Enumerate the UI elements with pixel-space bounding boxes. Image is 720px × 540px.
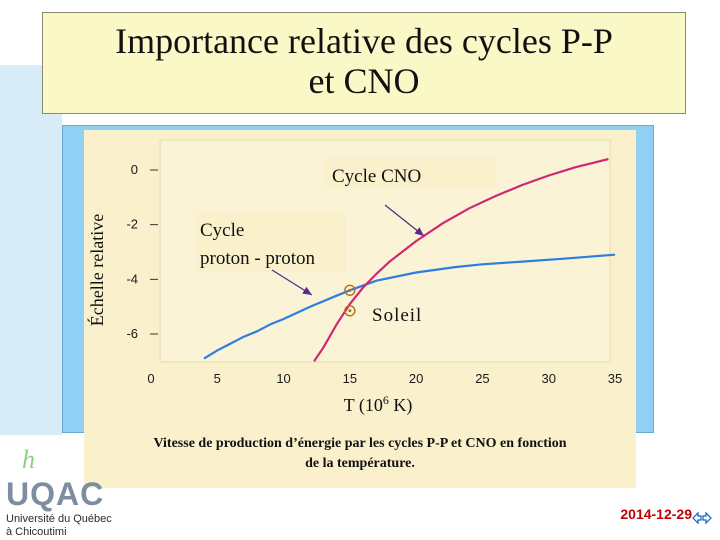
sun-marker-dot-1 [348,288,352,292]
x-tick-label: 30 [541,371,555,386]
logo-line-2: à Chicoutimi [6,526,67,538]
pp-arrow-head [302,286,312,295]
x-tick-label: 15 [343,371,357,386]
x-tick-label: 25 [475,371,489,386]
sun-marker-1 [344,284,356,296]
caption-line-1: Vitesse de production d’énergie par les … [153,436,567,451]
caption-line-2: de la température. [305,456,415,471]
side-mark: h [22,445,35,474]
slide-date: 2014-12-29 [620,506,692,522]
x-tick-label: 0 [147,371,154,386]
y-tick-label: 0 [131,162,138,177]
sun-marker-2 [344,305,356,317]
cno-cycle-line [313,158,609,362]
figure-caption: Vitesse de production d’énergie par les … [84,432,636,478]
slide-title: Importance relative des cycles P-P et CN… [42,12,686,114]
sun-marker-dot-2 [348,309,352,313]
x-tick-label: 35 [608,371,622,386]
navigation-arrows-icon[interactable] [692,508,712,528]
cno-arrow-head [414,227,424,236]
y-tick-label: -2 [126,217,138,232]
x-tick-label: 10 [276,371,290,386]
title-line-2: et CNO [308,61,420,101]
pp-label-line-1: Cycle [200,220,244,241]
x-tick-label: 5 [214,371,221,386]
pp-label-bg [196,212,346,272]
cno-label-bg [325,158,495,188]
x-tick-label: 20 [409,371,423,386]
left-decor-band [0,65,62,435]
y-axis-label: Échelle relative [86,214,107,326]
x-axis-label: T (106 K) [344,393,413,416]
pp-cycle-line [203,253,616,360]
sun-label: Soleil [372,305,422,326]
y-tick-label: -6 [126,326,138,341]
title-line-1: Importance relative des cycles P-P [115,21,613,61]
pp-label-line-2: proton - proton [200,248,316,269]
cno-label: Cycle CNO [332,166,421,187]
y-tick-label: -4 [126,271,138,286]
logo-mark: UQAC [6,476,105,512]
uqac-logo: UQAC Université du Québec à Chicoutimi [6,476,126,538]
logo-line-1: Université du Québec [6,513,112,525]
